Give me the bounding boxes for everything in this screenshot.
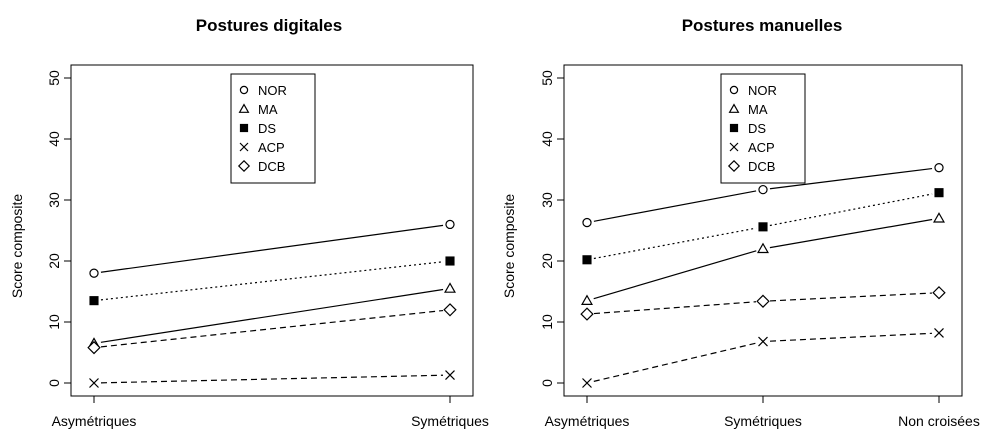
series-line — [769, 167, 933, 190]
series-ds — [89, 256, 455, 306]
data-point — [932, 286, 946, 300]
data-point — [582, 217, 592, 228]
data-point — [582, 378, 592, 388]
legend-label: ACP — [748, 140, 775, 155]
y-axis-label: Score composite — [9, 194, 25, 298]
legend-marker — [237, 159, 251, 173]
legend: NOR MA DS ACP DCB — [720, 73, 806, 184]
series-line — [100, 309, 444, 348]
series-acp — [89, 370, 455, 388]
x-tick-label: Symétriques — [724, 413, 802, 429]
series-line — [100, 224, 444, 273]
series-nor — [582, 163, 944, 228]
data-point — [758, 184, 768, 195]
y-tick-label: 50 — [539, 70, 555, 86]
legend-marker — [728, 103, 740, 113]
series-ds — [582, 188, 944, 265]
data-point — [89, 268, 99, 278]
series-dcb — [87, 303, 457, 355]
series-line — [100, 288, 444, 343]
legend: NOR MA DS ACP DCB — [230, 73, 316, 184]
plot-frame — [70, 64, 474, 397]
legend-marker — [729, 142, 739, 152]
data-point — [89, 378, 99, 388]
y-axis-label: Score composite — [501, 194, 517, 298]
data-point — [934, 328, 944, 338]
series-line — [100, 374, 444, 384]
data-point — [756, 294, 770, 308]
legend-label: DCB — [258, 159, 285, 174]
data-point — [934, 188, 944, 198]
x-tick-label: Asymétriques — [545, 413, 630, 429]
y-tick-label: 30 — [539, 192, 555, 208]
data-point — [89, 296, 99, 306]
series-nor — [89, 219, 455, 278]
y-tick-label: 20 — [539, 253, 555, 269]
legend-label: NOR — [748, 83, 777, 98]
legend-marker — [729, 85, 739, 95]
data-point — [444, 282, 456, 293]
chart-title: Postures manuelles — [682, 16, 843, 35]
data-point — [443, 303, 457, 317]
legend-marker — [239, 85, 249, 95]
series-line — [593, 190, 757, 222]
series-line — [593, 227, 757, 260]
series-line — [593, 342, 757, 382]
data-point — [934, 163, 944, 173]
data-point — [758, 336, 768, 347]
chart-panel-digital: Postures digitales Score composite 0 10 20… — [9, 16, 489, 429]
y-tick-label: 10 — [539, 314, 555, 330]
series-ma — [581, 212, 945, 305]
legend-marker — [239, 123, 249, 133]
y-tick-label: 0 — [46, 379, 62, 387]
x-tick-label: Symétriques — [411, 413, 489, 429]
chart-title: Postures digitales — [196, 16, 342, 35]
legend-label: DCB — [748, 159, 775, 174]
series-line — [769, 332, 933, 342]
data-point — [933, 212, 945, 223]
data-point — [580, 307, 594, 321]
data-point — [445, 219, 455, 230]
series-line — [769, 218, 933, 249]
data-point — [87, 340, 101, 355]
data-point — [758, 222, 768, 232]
legend-label: DS — [258, 121, 276, 136]
y-tick-label: 40 — [539, 131, 555, 147]
data-point — [445, 256, 455, 266]
y-tick-label: 30 — [46, 192, 62, 208]
series-line — [100, 261, 444, 301]
legend-marker — [727, 159, 741, 173]
legend-label: NOR — [258, 83, 287, 98]
series-line — [593, 250, 757, 300]
legend-label: MA — [258, 102, 278, 117]
data-point — [582, 255, 592, 265]
legend-label: DS — [748, 121, 766, 136]
series-line — [593, 301, 757, 315]
data-point — [581, 294, 593, 305]
y-tick-label: 0 — [539, 379, 555, 387]
legend-label: ACP — [258, 140, 285, 155]
legend-label: MA — [748, 102, 768, 117]
series-line — [769, 292, 933, 302]
y-tick-label: 50 — [46, 70, 62, 86]
y-tick-label: 20 — [46, 253, 62, 269]
legend-marker — [239, 142, 249, 152]
y-tick-label: 10 — [46, 314, 62, 330]
y-tick-label: 40 — [46, 131, 62, 147]
series-line — [769, 193, 933, 227]
data-point — [757, 242, 769, 254]
chart-panel-manual: Postures manuelles Score composite 0 10 20… — [501, 16, 980, 429]
legend-marker — [729, 123, 739, 133]
data-point — [445, 370, 455, 380]
x-tick-label: Asymétriques — [52, 413, 137, 429]
series-acp — [582, 328, 944, 388]
series-dcb — [580, 286, 946, 321]
legend-marker — [238, 103, 250, 113]
x-tick-label: Non croisées — [898, 413, 980, 429]
